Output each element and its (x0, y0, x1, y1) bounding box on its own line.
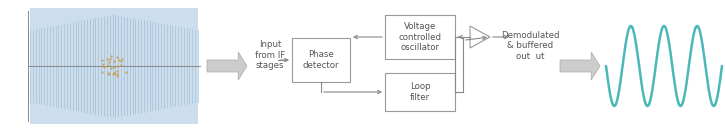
Text: Voltage
controlled
oscillator: Voltage controlled oscillator (399, 22, 442, 52)
Polygon shape (560, 52, 600, 80)
Text: Demodulated
& buffered
out  ut: Demodulated & buffered out ut (501, 31, 559, 61)
FancyBboxPatch shape (292, 38, 350, 82)
Polygon shape (470, 26, 490, 48)
FancyBboxPatch shape (385, 15, 455, 59)
Text: Phase
detector: Phase detector (303, 50, 339, 70)
Polygon shape (207, 52, 247, 80)
Text: Loop
filter: Loop filter (410, 82, 431, 102)
Text: Input
from IF
stages: Input from IF stages (255, 40, 285, 70)
FancyBboxPatch shape (30, 8, 198, 124)
FancyBboxPatch shape (385, 73, 455, 111)
